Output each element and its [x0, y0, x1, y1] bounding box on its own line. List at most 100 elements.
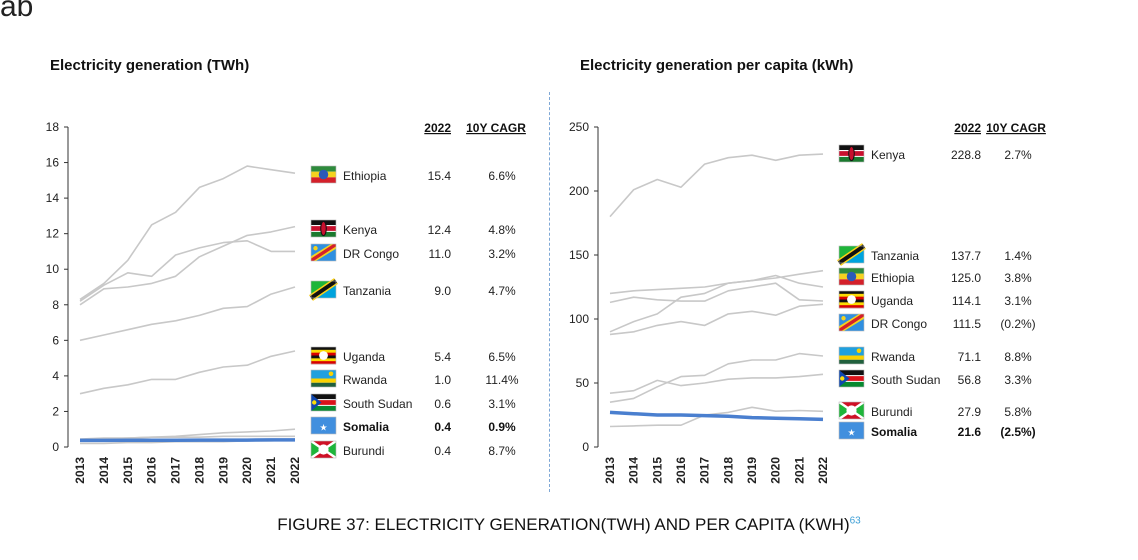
flag-southsudan: [838, 369, 865, 388]
y-tick-label: 6: [52, 333, 59, 347]
caption-reference: 63: [849, 515, 861, 527]
legend-country-name: Kenya: [343, 223, 377, 237]
flag-burundi: [838, 400, 865, 421]
x-tick-label: 2021: [792, 457, 806, 484]
x-tick-label: 2019: [745, 457, 759, 484]
flag-ethiopia: [310, 165, 337, 184]
y-tick-label: 8: [52, 298, 59, 312]
flag-rwanda: [310, 369, 337, 388]
flag-burundi: [310, 439, 337, 460]
series-line-southsudan: [79, 435, 295, 440]
legend-country-name: Burundi: [343, 444, 384, 458]
legend-country-name: Somalia: [343, 420, 389, 434]
y-tick-label: 250: [569, 120, 589, 134]
legend-row-burundi: Burundi 27.9 5.8%: [838, 400, 1032, 421]
x-tick-label: 2020: [769, 457, 783, 484]
flag-somalia: ★: [310, 416, 337, 435]
flag-somalia: ★: [838, 421, 865, 440]
star-icon: ★: [847, 427, 855, 437]
flag-kenya: [838, 144, 865, 163]
flag-tanzania: [309, 278, 338, 301]
series-line-ethiopia: [79, 165, 296, 301]
series-line-drcongo: [609, 303, 824, 336]
series-line-somalia: [80, 438, 295, 443]
table-header-year: 2022: [954, 121, 981, 135]
x-tick-label: 2018: [721, 457, 735, 484]
legend-country-name: Tanzania: [871, 249, 919, 263]
flag-rwanda: [838, 346, 865, 365]
legend-row-rwanda: Rwanda 71.1 8.8%: [838, 346, 1032, 365]
legend-cagr: 5.8%: [1004, 405, 1032, 419]
x-tick-label: 2013: [603, 457, 617, 484]
legend-cagr: 0.9%: [488, 420, 516, 434]
legend-value-2022: 21.6: [958, 425, 982, 439]
x-tick-label: 2022: [816, 457, 830, 484]
legend-row-tanzania: Tanzania 137.7 1.4%: [837, 243, 1032, 266]
legend-value-2022: 0.4: [434, 444, 451, 458]
legend-row-southsudan: South Sudan 0.6 3.1%: [310, 393, 516, 412]
legend-value-2022: 12.4: [428, 223, 452, 237]
figure-caption: FIGURE 37: ELECTRICITY GENERATION(TWH) A…: [0, 515, 1138, 535]
legend-cagr: 3.3%: [1004, 373, 1032, 387]
legend-row-kenya: Kenya 228.8 2.7%: [838, 144, 1032, 163]
legend-value-2022: 56.8: [958, 373, 982, 387]
table-header-cagr: 10Y CAGR: [986, 121, 1046, 135]
legend-row-ethiopia: Ethiopia 15.4 6.6%: [310, 165, 516, 184]
star-icon: ★: [319, 422, 327, 432]
legend-country-name: Uganda: [343, 350, 385, 364]
y-tick-label: 2: [52, 404, 59, 418]
legend-country-name: Rwanda: [343, 373, 387, 387]
y-tick-label: 100: [569, 312, 589, 326]
x-tick-label: 2021: [264, 457, 278, 484]
legend-cagr: 6.5%: [488, 350, 516, 364]
legend-value-2022: 15.4: [428, 169, 452, 183]
left-chart: 0 2 4 6 8 10 12 14 16 18 2013 2014 2015 2016 2017 2018 2…: [46, 120, 527, 484]
y-tick-label: 50: [576, 376, 590, 390]
legend-row-southsudan: South Sudan 56.8 3.3%: [838, 369, 1032, 388]
legend-cagr: 1.4%: [1004, 249, 1032, 263]
left-chart-title: Electricity generation (TWh): [50, 57, 250, 74]
legend-row-ethiopia: Ethiopia 125.0 3.8%: [838, 267, 1032, 286]
x-tick-label: 2015: [121, 457, 135, 484]
series-line-kenya: [609, 153, 824, 218]
series-line-tanzania: [79, 286, 296, 342]
y-tick-label: 16: [46, 156, 60, 170]
legend-row-uganda: Uganda 5.4 6.5%: [310, 346, 516, 365]
legend-row-somalia: ★ Somalia 21.6 (2.5%): [838, 421, 1036, 440]
legend-row-kenya: Kenya 12.4 4.8%: [310, 219, 516, 238]
y-tick-label: 0: [52, 440, 59, 454]
legend-cagr: 3.1%: [488, 397, 516, 411]
legend-cagr: 3.2%: [488, 247, 516, 261]
y-tick-label: 150: [569, 248, 589, 262]
legend-value-2022: 1.0: [434, 373, 451, 387]
legend-country-name: South Sudan: [343, 397, 412, 411]
flag-kenya: [310, 219, 337, 238]
legend-row-drcongo: DR Congo 111.5 (0.2%): [838, 313, 1036, 332]
legend-cagr: 4.8%: [488, 223, 516, 237]
legend-country-name: Kenya: [871, 148, 905, 162]
legend-value-2022: 111.5: [953, 317, 982, 331]
panel-divider: [549, 92, 550, 492]
x-tick-label: 2018: [192, 457, 206, 484]
legend-country-name: DR Congo: [343, 247, 399, 261]
x-tick-label: 2014: [627, 457, 641, 484]
table-header-cagr: 10Y CAGR: [466, 121, 526, 135]
x-tick-label: 2014: [97, 457, 111, 484]
flag-drcongo: [310, 243, 337, 262]
legend-cagr: 11.4%: [485, 373, 518, 387]
y-tick-label: 18: [46, 120, 60, 134]
cropped-text-fragment: ab: [0, 0, 34, 23]
legend-value-2022: 71.1: [958, 350, 982, 364]
legend-country-name: Burundi: [871, 405, 912, 419]
legend-value-2022: 0.4: [434, 420, 451, 434]
x-tick-label: 2013: [73, 457, 87, 484]
x-tick-label: 2019: [216, 457, 230, 484]
legend-country-name: Ethiopia: [871, 271, 915, 285]
right-chart-title: Electricity generation per capita (kWh): [580, 57, 854, 74]
y-tick-label: 10: [46, 262, 60, 276]
x-tick-label: 2016: [145, 457, 159, 484]
right-chart: 0 50 100 150 200 250 2013 2014 2015 2016 2017 2018 2…: [569, 120, 1046, 484]
series-line-burundi: [609, 406, 824, 428]
